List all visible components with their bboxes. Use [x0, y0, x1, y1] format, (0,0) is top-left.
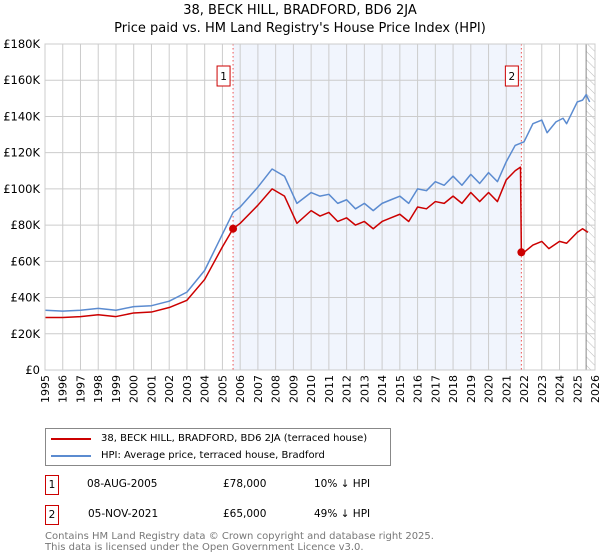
y-tick-label: £140K: [3, 109, 40, 123]
x-tick-label: 2004: [199, 375, 212, 403]
x-tick-label: 1998: [92, 375, 105, 403]
x-tick-label: 2001: [145, 375, 158, 403]
x-tick-label: 2013: [358, 375, 371, 403]
y-tick-label: £120K: [3, 146, 40, 160]
x-tick-label: 2017: [429, 375, 442, 403]
x-tick-label: 1995: [39, 375, 52, 403]
x-tick-label: 2005: [216, 375, 229, 403]
x-tick-label: 2011: [323, 375, 336, 403]
x-tick-label: 2024: [554, 375, 567, 403]
x-tick-label: 1997: [74, 375, 87, 403]
sale-date: 08-AUG-2005: [87, 478, 158, 490]
y-tick-label: £0: [25, 363, 40, 377]
x-tick-label: 2006: [234, 375, 247, 403]
x-tick-label: 1999: [110, 375, 123, 403]
x-tick-label: 2018: [447, 375, 460, 403]
sale-label-box: [216, 65, 231, 87]
footer: Contains HM Land Registry data © Crown c…: [45, 531, 434, 553]
legend-label-property: 38, BECK HILL, BRADFORD, BD6 2JA (terrac…: [101, 433, 368, 444]
sale-badge: 2: [45, 505, 59, 525]
sale-hpi-diff: 10% ↓ HPI: [314, 478, 371, 490]
x-tick-label: 2007: [252, 375, 265, 403]
x-tick-label: 2020: [483, 375, 496, 403]
plot-frame: [44, 43, 596, 371]
legend-red-line: [51, 437, 91, 440]
x-tick-label: 2010: [305, 375, 318, 403]
legend: 38, BECK HILL, BRADFORD, BD6 2JA (terrac…: [45, 428, 391, 466]
sale-label-box: [504, 65, 519, 87]
x-tick-label: 2022: [518, 375, 531, 403]
y-tick-label: £160K: [3, 73, 40, 87]
sale-price: £65,000: [223, 508, 267, 520]
sale-badge: 1: [45, 475, 59, 495]
hpi-line: [44, 93, 591, 312]
x-tick-label: 2016: [412, 375, 425, 403]
legend-blue-line: [51, 454, 91, 457]
sale-hpi-diff: 49% ↓ HPI: [314, 508, 371, 520]
x-tick-label: 2026: [589, 375, 600, 403]
sale-label: 1: [220, 71, 227, 83]
x-tick-label: 2023: [536, 375, 549, 403]
y-tick-label: £100K: [3, 182, 40, 196]
chart-subtitle: Price paid vs. HM Land Registry's House …: [114, 21, 486, 36]
y-tick-label: £60K: [11, 254, 41, 268]
sale-point: [229, 224, 238, 233]
sale-point: [517, 248, 526, 257]
x-tick-label: 2002: [163, 375, 176, 403]
x-tick-label: 1996: [57, 375, 70, 403]
sale-date: 05-NOV-2021: [88, 508, 159, 520]
x-tick-label: 2003: [181, 375, 194, 403]
x-tick-label: 2000: [128, 375, 141, 403]
x-tick-label: 2021: [500, 375, 513, 403]
sale-label: 2: [509, 71, 516, 83]
y-tick-label: £180K: [3, 37, 40, 51]
x-tick-label: 2019: [465, 375, 478, 403]
y-tick-label: £80K: [11, 218, 41, 232]
x-tick-label: 2014: [376, 375, 389, 403]
legend-label-hpi: HPI: Average price, terraced house, Brad…: [101, 450, 325, 461]
footer-line-1: Contains HM Land Registry data © Crown c…: [45, 531, 434, 542]
x-tick-label: 2008: [270, 375, 283, 403]
x-tick-label: 2015: [394, 375, 407, 403]
footer-line-2: This data is licensed under the Open Gov…: [45, 542, 364, 553]
future-hatch: [586, 44, 595, 370]
y-tick-label: £40K: [11, 291, 41, 305]
sale-price: £78,000: [223, 478, 267, 490]
chart-title: 38, BECK HILL, BRADFORD, BD6 2JA: [183, 3, 417, 18]
x-tick-label: 2012: [341, 375, 354, 403]
x-tick-label: 2009: [287, 375, 300, 403]
plot-area: 1995 1996 1997 1998 1999 2000 2001 2002 2003 2004…: [3, 37, 600, 403]
y-tick-label: £20K: [11, 327, 41, 341]
x-tick-label: 2025: [571, 375, 584, 403]
